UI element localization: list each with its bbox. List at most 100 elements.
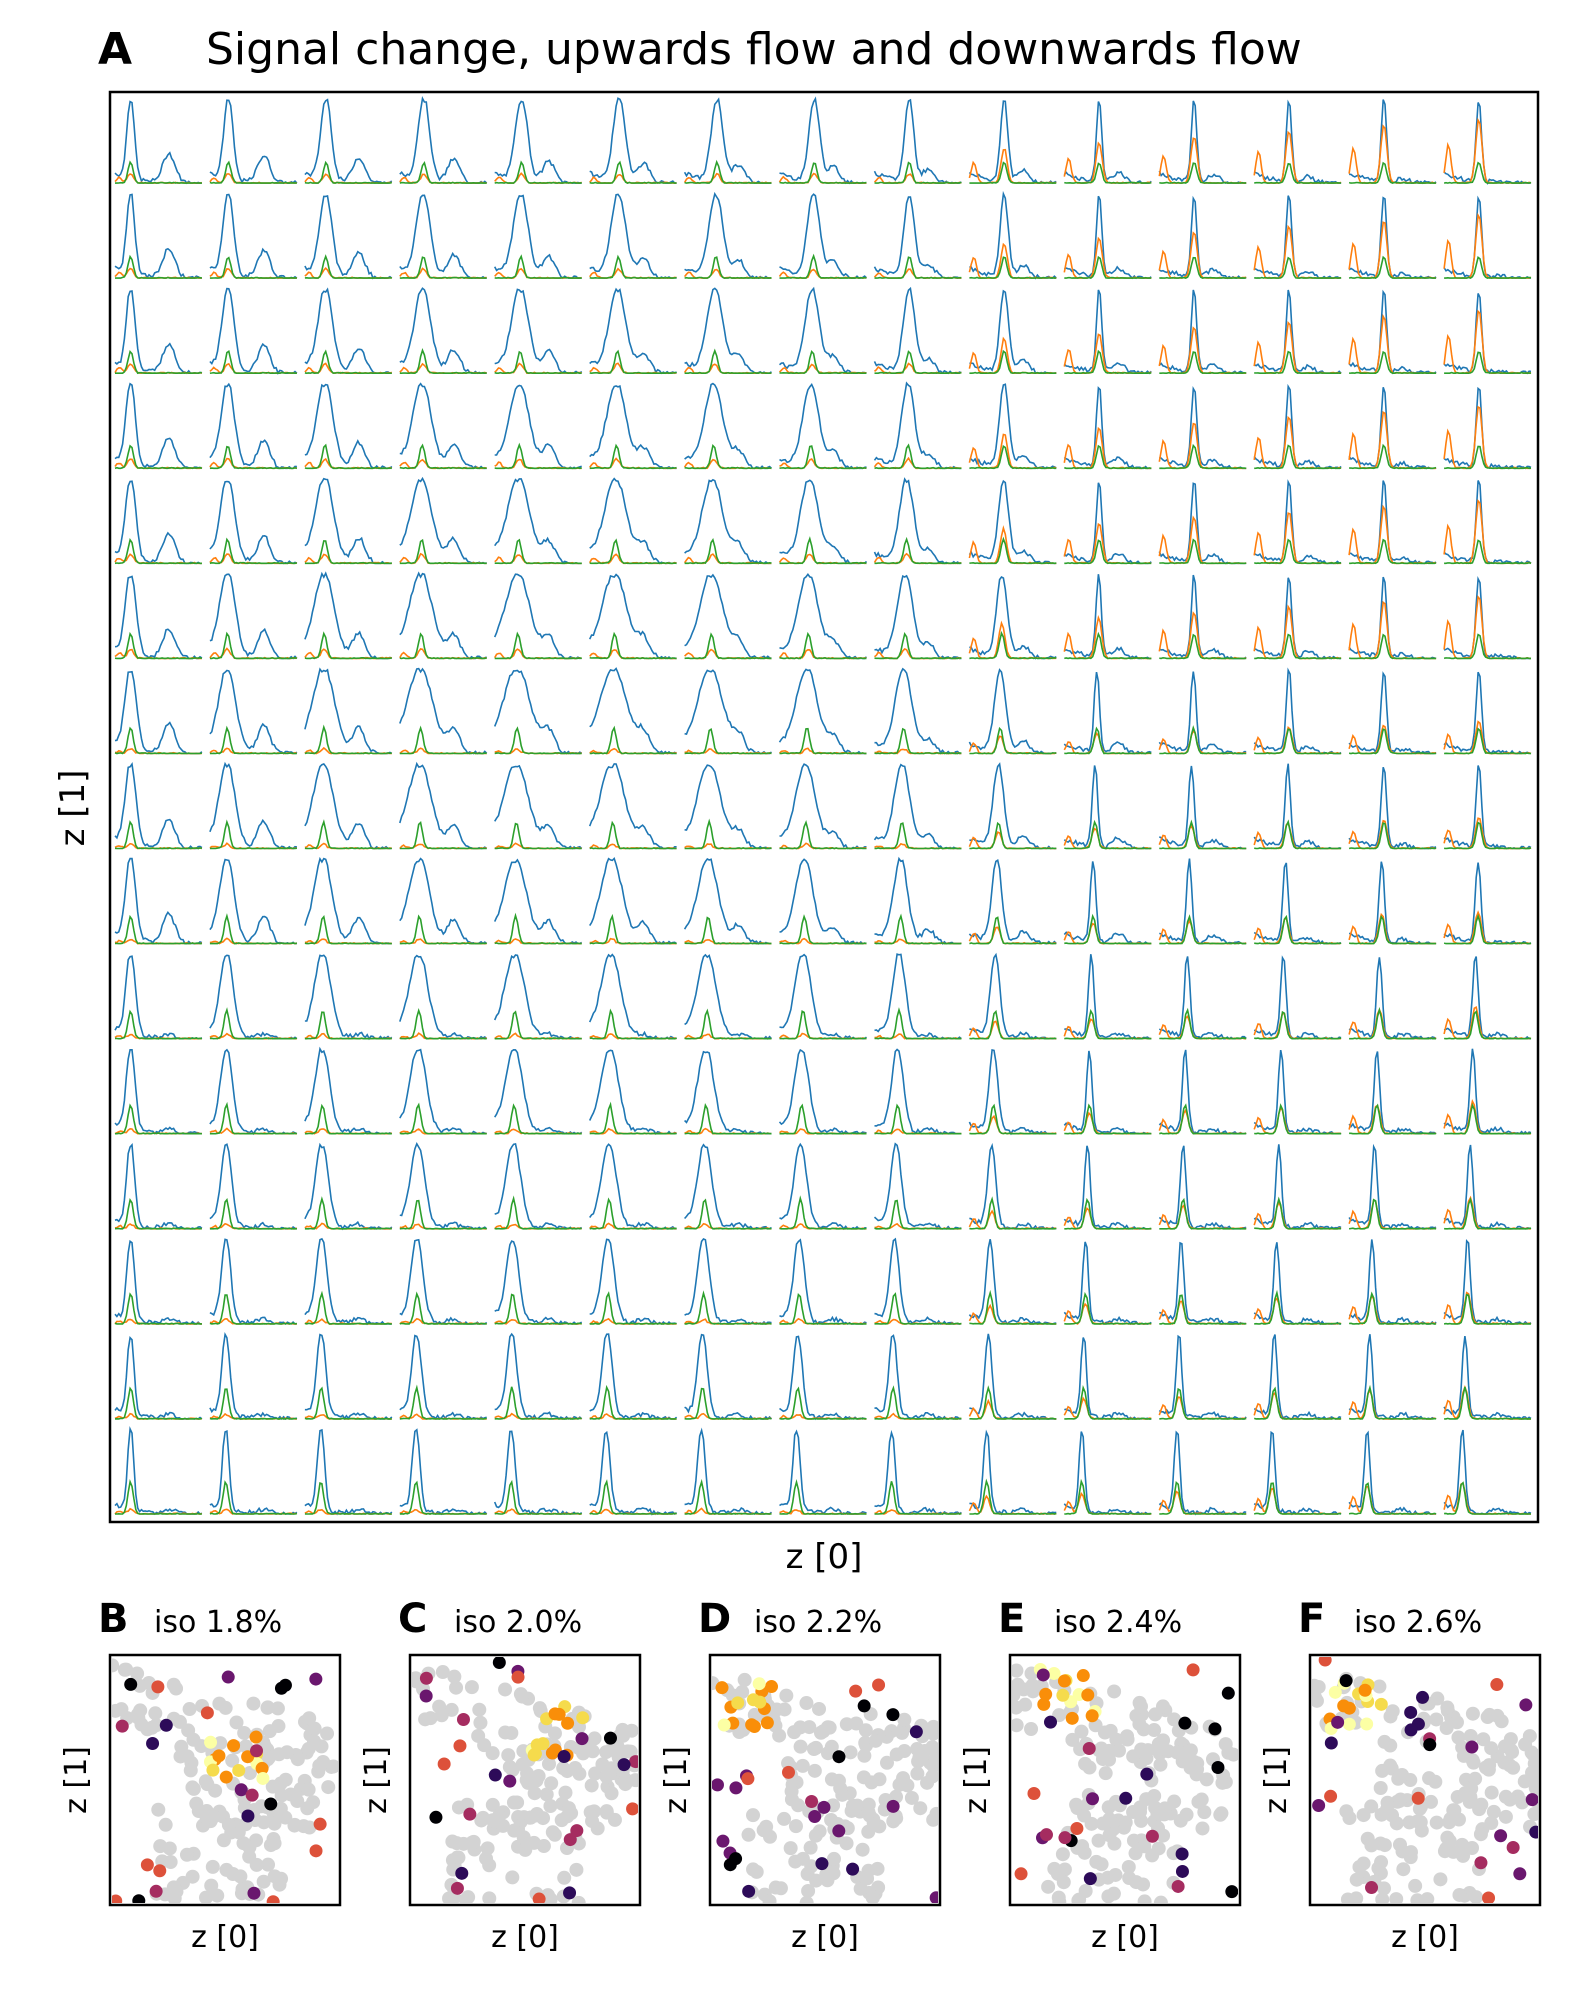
small-multiple-cell xyxy=(114,1335,203,1420)
scatter-point-colored xyxy=(745,1718,759,1732)
series-line-blue xyxy=(1349,99,1437,185)
scatter-point-gray xyxy=(312,1758,327,1773)
series-line-green xyxy=(1349,1006,1437,1040)
scatter-point-colored xyxy=(1423,1738,1437,1752)
series-line-green xyxy=(1444,539,1532,565)
scatter-point-gray xyxy=(569,1862,584,1877)
series-line-blue xyxy=(209,480,298,565)
small-multiple-cell xyxy=(778,96,867,185)
scatter-point-colored xyxy=(1065,1711,1079,1725)
scatter-point-gray xyxy=(1108,1867,1123,1882)
small-multiple-cell xyxy=(1443,293,1532,375)
small-multiple-cell xyxy=(968,100,1057,185)
small-multiple-cell xyxy=(874,667,962,755)
series-line-green xyxy=(209,1480,298,1515)
panel-e-scatter xyxy=(1012,1662,1238,1903)
small-multiple-cell xyxy=(399,954,488,1040)
small-multiple-cell xyxy=(1253,955,1342,1040)
small-multiple-cell xyxy=(1158,1430,1247,1516)
series-line-green xyxy=(1444,445,1532,470)
scatter-point-gray xyxy=(861,1805,876,1820)
series-line-orange xyxy=(1253,415,1342,470)
scatter-point-colored xyxy=(492,1657,506,1669)
panel-f-xlabel: z [0] xyxy=(1391,1920,1459,1955)
scatter-point-colored xyxy=(241,1809,255,1823)
scatter-point-colored xyxy=(309,1844,323,1858)
small-multiple-cell xyxy=(1443,765,1532,850)
small-multiple-cell xyxy=(968,668,1057,755)
scatter-point-colored xyxy=(1404,1705,1418,1719)
scatter-point-gray xyxy=(432,1699,447,1714)
small-multiple-cell xyxy=(968,190,1057,280)
series-line-orange xyxy=(1348,819,1437,850)
scatter-point-gray xyxy=(140,1722,155,1737)
series-line-blue xyxy=(1063,765,1152,850)
series-line-green xyxy=(114,1292,202,1325)
series-line-blue xyxy=(1443,862,1532,945)
series-line-green xyxy=(684,348,772,375)
series-line-blue xyxy=(114,575,203,660)
series-line-green xyxy=(494,1103,582,1135)
scatter-point-gray xyxy=(759,1819,774,1834)
series-line-green xyxy=(1254,538,1342,565)
series-line-green xyxy=(684,818,772,850)
scatter-point-gray xyxy=(618,1774,633,1789)
series-line-blue xyxy=(778,1048,867,1135)
series-line-blue xyxy=(1063,482,1152,565)
series-line-blue xyxy=(1064,195,1152,280)
scatter-point-colored xyxy=(1076,1669,1090,1683)
scatter-point-gray xyxy=(1429,1712,1444,1727)
series-line-green xyxy=(874,161,962,184)
series-line-blue xyxy=(779,1238,867,1325)
small-multiple-cell xyxy=(494,288,583,375)
scatter-point-gray xyxy=(1189,1767,1204,1782)
scatter-point-gray xyxy=(1098,1766,1113,1781)
scatter-point-gray xyxy=(1147,1723,1162,1738)
scatter-point-gray xyxy=(301,1741,316,1756)
series-line-blue xyxy=(1348,289,1437,375)
scatter-point-gray xyxy=(808,1740,823,1755)
series-line-green xyxy=(304,1103,392,1135)
series-line-blue xyxy=(114,1049,202,1135)
small-multiple-cell xyxy=(1063,671,1152,755)
scatter-point-gray xyxy=(1197,1805,1212,1820)
scatter-point-gray xyxy=(1012,1700,1024,1715)
series-line-blue xyxy=(968,859,1057,945)
series-line-green xyxy=(115,1103,202,1135)
series-line-green xyxy=(684,1008,772,1040)
scatter-point-colored xyxy=(1328,1685,1342,1699)
series-line-blue xyxy=(588,763,677,850)
series-line-blue xyxy=(494,478,582,565)
small-multiple-cell xyxy=(683,287,772,375)
series-line-blue xyxy=(494,1240,583,1325)
small-multiple-cell xyxy=(683,97,772,184)
small-multiple-cell xyxy=(1253,289,1342,375)
small-multiple-cell xyxy=(1443,575,1532,660)
series-line-green xyxy=(684,916,772,945)
series-line-blue xyxy=(1158,671,1247,755)
series-line-blue xyxy=(684,1238,772,1325)
series-line-green xyxy=(874,350,962,375)
series-line-green xyxy=(399,161,487,184)
small-multiple-cell xyxy=(778,479,868,565)
small-multiple-cell xyxy=(1063,1337,1152,1421)
scatter-point-gray xyxy=(1012,1663,1024,1678)
small-multiple-cell xyxy=(1158,765,1247,850)
series-line-blue xyxy=(494,764,583,850)
series-line-blue xyxy=(209,1430,298,1515)
small-multiple-cell xyxy=(778,668,867,755)
panel-b-title: iso 1.8% xyxy=(154,1605,282,1640)
small-multiple-cell xyxy=(1348,1334,1437,1420)
series-line-blue xyxy=(968,668,1057,755)
scatter-point-colored xyxy=(557,1750,571,1764)
series-line-green xyxy=(589,349,677,375)
series-line-green xyxy=(1064,726,1152,755)
scatter-point-gray xyxy=(473,1715,488,1730)
small-multiple-cell xyxy=(114,382,203,470)
series-line-green xyxy=(1064,349,1152,375)
scatter-point-gray xyxy=(868,1733,883,1748)
small-multiple-cell xyxy=(494,478,582,565)
small-multiple-cell xyxy=(304,1237,392,1326)
series-line-blue xyxy=(1443,575,1531,660)
scatter-point-colored xyxy=(255,1761,269,1775)
